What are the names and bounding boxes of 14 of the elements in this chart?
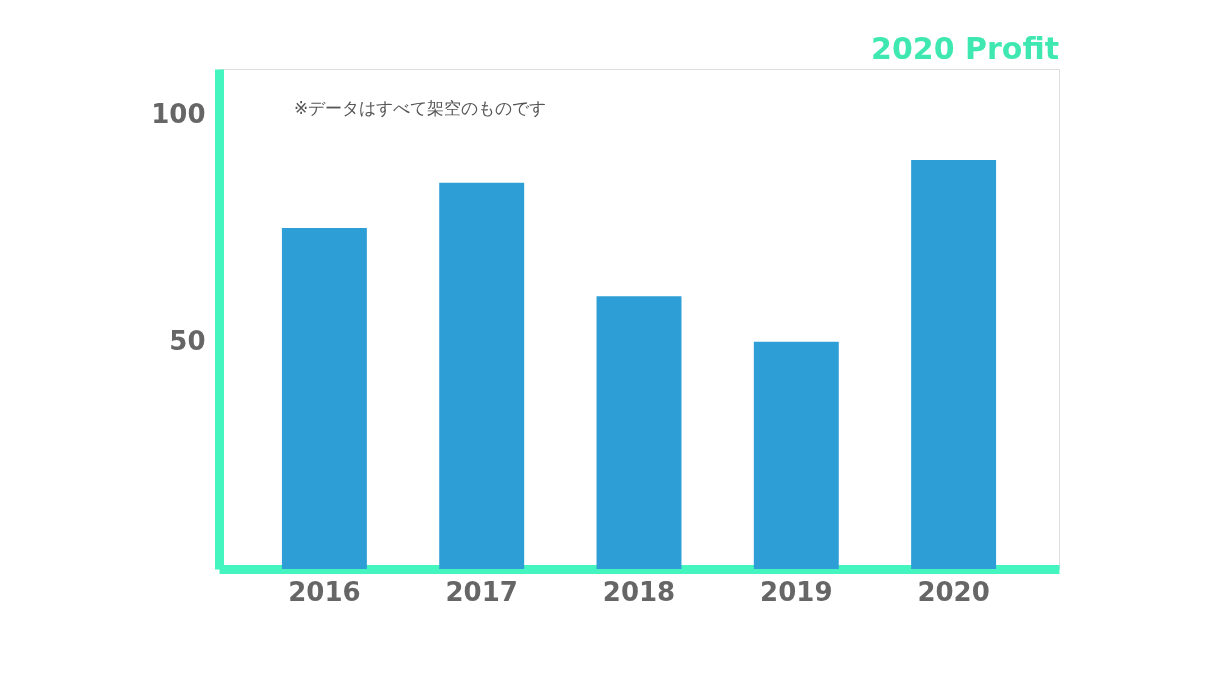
y-tick-label: 100 <box>151 98 206 129</box>
x-tick-label: 2019 <box>760 576 833 607</box>
chart-title: 2020 Profit <box>871 31 1059 66</box>
bar <box>439 182 525 569</box>
x-tick-label: 2018 <box>602 576 676 607</box>
x-tick-label: 2017 <box>445 576 518 607</box>
bar <box>596 296 682 569</box>
bar <box>753 341 839 569</box>
annotation: ※データはすべて架空のものです <box>294 98 547 118</box>
bar <box>911 159 997 569</box>
bar <box>281 228 367 569</box>
x-tick-label: 2020 <box>917 576 990 607</box>
x-tick-label: 2016 <box>288 576 361 607</box>
y-tick-label: 50 <box>169 326 206 357</box>
